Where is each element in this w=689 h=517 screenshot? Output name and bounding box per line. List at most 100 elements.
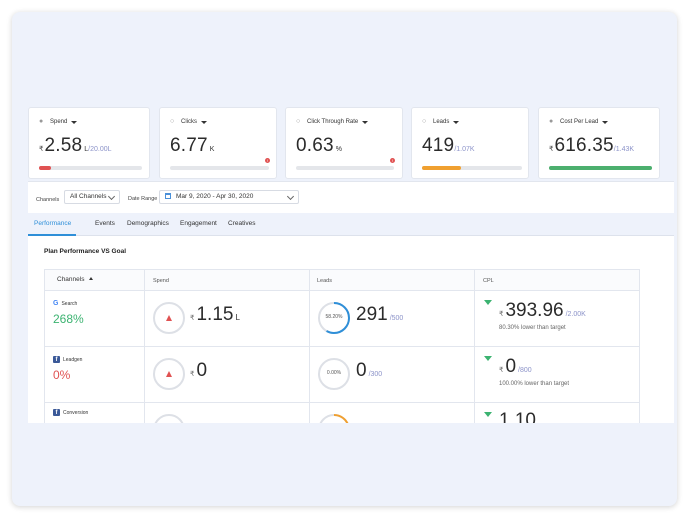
channel-name: f Leadgen	[53, 356, 82, 363]
kpi-progress-bar	[549, 166, 652, 170]
channels-select[interactable]: All Channels	[64, 190, 120, 204]
kpi-header[interactable]: ○ Leads	[422, 118, 460, 126]
money-bag-icon: ●	[549, 118, 554, 125]
leads-ring-label: 0.00%	[326, 370, 342, 376]
chevron-down-icon	[362, 120, 369, 124]
spend-value: ₹1.15 L	[190, 304, 240, 325]
kpi-value: ₹2.58 L/20.00L	[39, 135, 112, 156]
channel-name: G Search	[53, 300, 78, 307]
column-divider	[309, 291, 310, 347]
spend-ring	[153, 302, 185, 334]
kpi-row: ● Spend ₹2.58 L/20.00L ○ Clicks 6.77 K ! ○ Cl…	[28, 107, 674, 189]
tab-bar: Performance Events Demographics Engageme…	[28, 213, 674, 236]
tab-creatives[interactable]: Creatives	[228, 220, 256, 227]
performance-panel: Plan Performance VS Goal Channels Spend …	[28, 236, 674, 423]
cpl-value: ₹0/800	[499, 356, 532, 377]
kpi-progress-bar	[39, 166, 142, 170]
kpi-progress-fill	[422, 166, 461, 170]
column-divider	[309, 270, 310, 292]
channel-percent: 0%	[53, 368, 71, 382]
column-divider	[144, 291, 145, 347]
calendar-icon	[165, 193, 171, 199]
column-divider	[144, 403, 145, 423]
kpi-progress-bar	[422, 166, 522, 170]
leads-ring-label: 58.20%	[325, 314, 343, 320]
kpi-header[interactable]: ○ Clicks	[170, 118, 207, 126]
down-arrow-icon	[484, 356, 492, 361]
kpi-progress-bar	[170, 166, 269, 170]
filter-bar: Channels All Channels Date Range Mar 9, …	[28, 181, 674, 213]
date-range-label: Date Range	[128, 196, 158, 202]
kpi-progress-bar	[296, 166, 394, 170]
facebook-icon: f	[53, 409, 60, 416]
pointer-icon: ○	[296, 118, 301, 125]
section-title: Plan Performance VS Goal	[44, 248, 127, 255]
app-window: ● Spend ₹2.58 L/20.00L ○ Clicks 6.77 K ! ○ Cl…	[12, 12, 677, 506]
spend-ring	[153, 358, 185, 390]
down-arrow-icon	[484, 300, 492, 305]
leads-ring	[318, 358, 350, 390]
kpi-card-cost-per-lead: ● Cost Per Lead ₹616.35/1.43K	[538, 107, 660, 179]
kpi-header[interactable]: ○ Click Through Rate	[296, 118, 369, 126]
table-header: Channels Spend Leads CPL	[44, 269, 640, 292]
kpi-card-spend: ● Spend ₹2.58 L/20.00L	[28, 107, 150, 179]
warning-icon	[166, 315, 172, 321]
channel-name: f Conversion	[53, 409, 88, 416]
active-tab-indicator	[28, 234, 76, 236]
leads-ring	[318, 414, 350, 423]
leads-column-header: Leads	[317, 278, 332, 284]
column-divider	[474, 291, 475, 347]
spend-ring	[154, 414, 184, 423]
date-range-picker[interactable]: Mar 9, 2020 - Apr 30, 2020	[159, 190, 299, 204]
channel-percent: 268%	[53, 312, 84, 326]
leads-value: 0/300	[356, 360, 383, 381]
chevron-down-icon	[286, 192, 295, 201]
cpl-value: 1.10	[499, 410, 536, 423]
table-row[interactable]: G Search 268% ₹1.15 L 58.20% 291/500 ₹393.…	[44, 291, 640, 347]
alert-icon[interactable]: !	[390, 158, 395, 163]
chevron-down-icon	[71, 120, 78, 124]
kpi-header[interactable]: ● Spend	[39, 118, 78, 126]
kpi-progress-fill	[549, 166, 652, 170]
kpi-progress-fill	[39, 166, 52, 170]
money-bag-icon: ●	[39, 118, 44, 125]
alert-icon[interactable]: !	[265, 158, 270, 163]
tab-engagement[interactable]: Engagement	[180, 220, 217, 227]
chevron-down-icon	[602, 120, 609, 124]
column-divider	[474, 270, 475, 292]
facebook-icon: f	[53, 356, 60, 363]
chevron-down-icon	[107, 192, 116, 201]
cpl-column-header: CPL	[483, 278, 494, 284]
cursor-icon: ○	[170, 118, 175, 125]
cpl-value: ₹393.96/2.00K	[499, 300, 586, 321]
column-divider	[309, 403, 310, 423]
dashboard-viewport: ● Spend ₹2.58 L/20.00L ○ Clicks 6.77 K ! ○ Cl…	[28, 107, 674, 423]
kpi-card-clicks: ○ Clicks 6.77 K !	[159, 107, 277, 179]
column-divider	[144, 270, 145, 292]
leads-ring	[318, 302, 350, 334]
leads-value: 291/500	[356, 304, 404, 325]
chevron-down-icon	[453, 120, 460, 124]
column-divider	[309, 347, 310, 403]
tab-performance[interactable]: Performance	[34, 220, 72, 227]
warning-icon	[166, 371, 172, 377]
cpl-note: 80.30% lower than target	[499, 325, 566, 331]
table-row[interactable]: f Conversion 1.10	[44, 403, 640, 423]
channels-filter-label: Channels	[36, 197, 60, 203]
kpi-header[interactable]: ● Cost Per Lead	[549, 118, 609, 126]
channels-column-header[interactable]: Channels	[57, 276, 94, 283]
tab-events[interactable]: Events	[95, 220, 115, 227]
kpi-value: 6.77 K	[170, 135, 215, 156]
kpi-card-leads: ○ Leads 419/1.07K	[411, 107, 529, 179]
cpl-note: 100.00% lower than target	[499, 381, 570, 387]
spend-column-header: Spend	[153, 278, 169, 284]
google-icon: G	[53, 300, 59, 307]
kpi-value: 419/1.07K	[422, 135, 475, 156]
kpi-value: ₹616.35/1.43K	[549, 135, 635, 156]
column-divider	[474, 403, 475, 423]
kpi-card-ctr: ○ Click Through Rate 0.63% !	[285, 107, 403, 179]
column-divider	[474, 347, 475, 403]
sort-icon	[89, 277, 94, 280]
table-row[interactable]: f Leadgen 0% ₹0 0.00% 0/300 ₹0/800 100.00…	[44, 347, 640, 403]
tab-demographics[interactable]: Demographics	[127, 220, 169, 227]
